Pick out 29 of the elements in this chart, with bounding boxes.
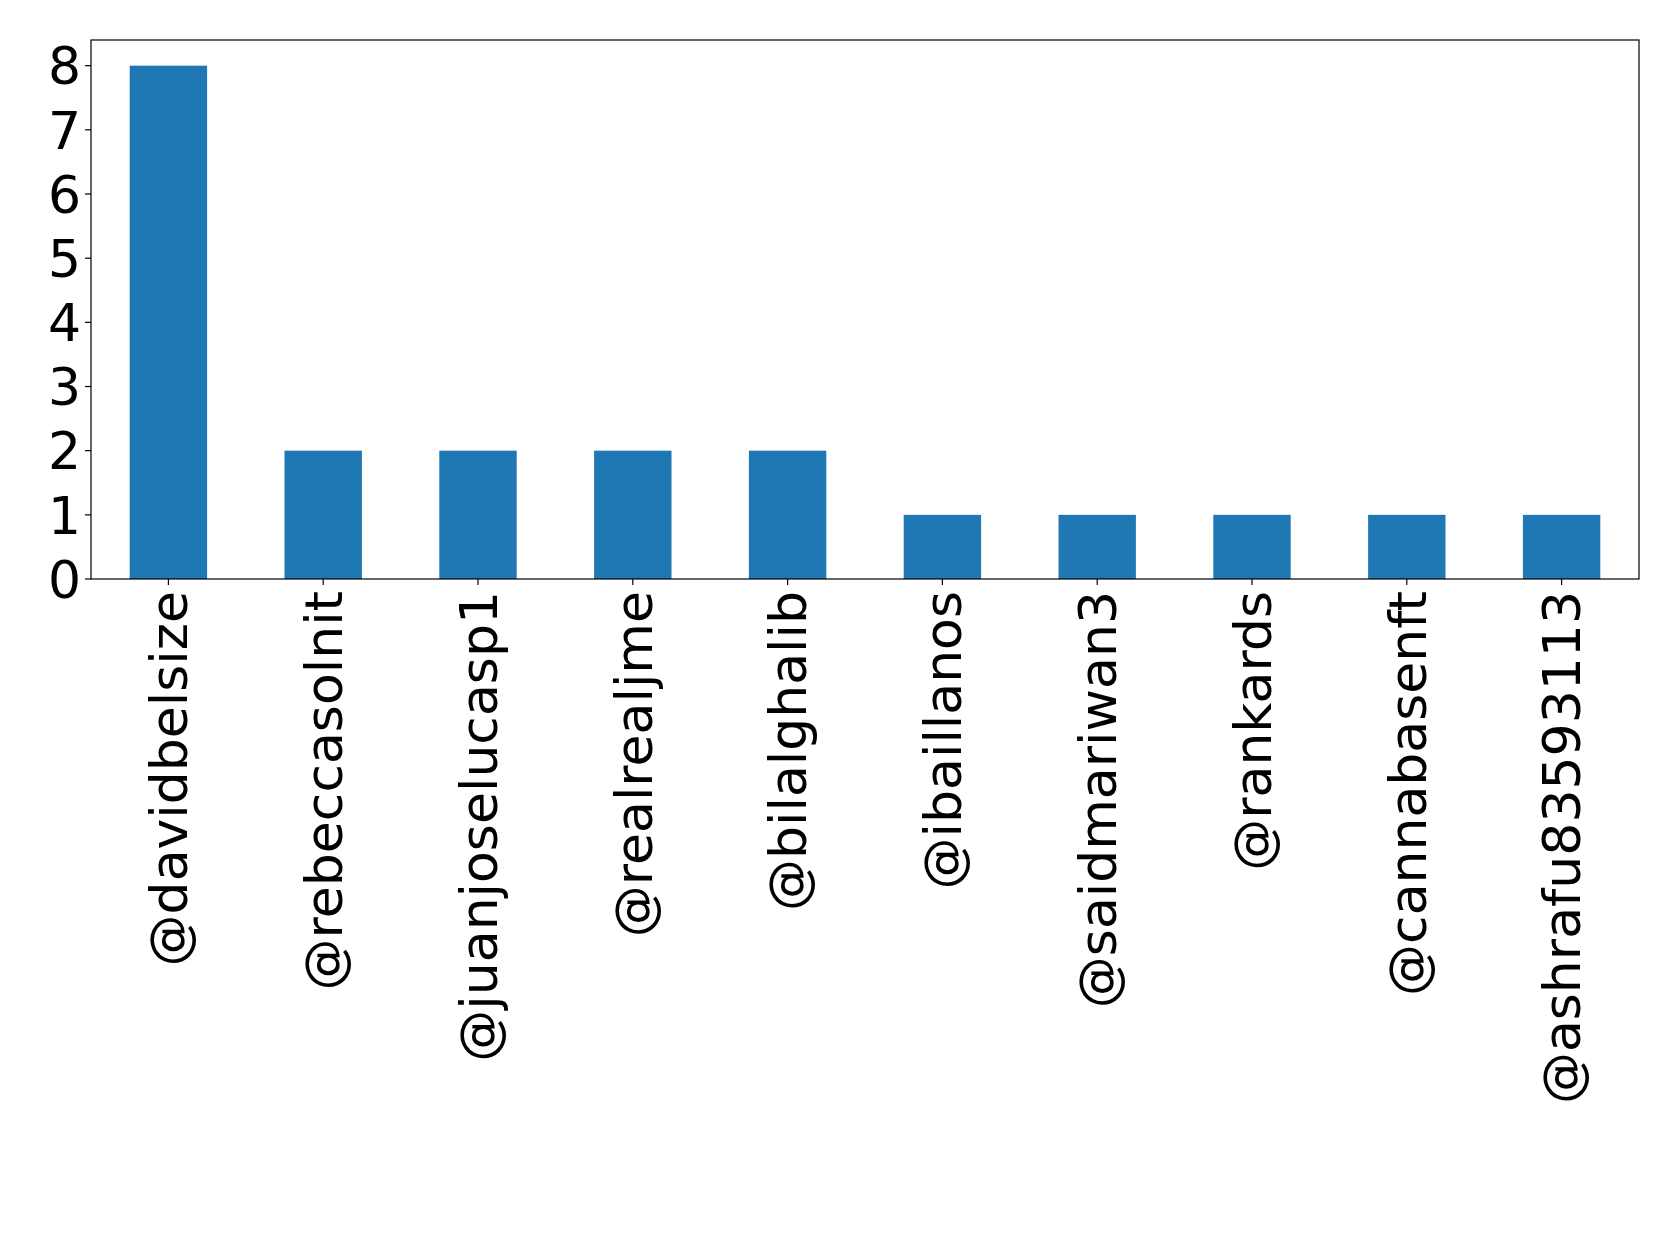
x-tick-label: @davidbelsize bbox=[139, 591, 200, 967]
y-tick-label: 0 bbox=[47, 549, 81, 610]
x-tick-label: @bilalghalib bbox=[758, 591, 819, 911]
bar bbox=[1213, 514, 1291, 579]
bar bbox=[129, 65, 208, 579]
x-tick-label: @rebeccasolnit bbox=[293, 591, 354, 991]
y-tick-label: 4 bbox=[47, 293, 81, 354]
x-tick-label: @saidmariwan3 bbox=[1067, 591, 1128, 1009]
y-tick-label: 2 bbox=[47, 421, 81, 482]
x-tick-label: @ashrafu83593113 bbox=[1532, 591, 1593, 1105]
y-tick-label: 3 bbox=[47, 357, 81, 418]
bar bbox=[1522, 514, 1601, 579]
x-tick-label: @realrealjme bbox=[603, 591, 664, 938]
y-tick-label: 7 bbox=[47, 100, 81, 161]
x-tick-label: @juanjoselucasp1 bbox=[448, 591, 509, 1062]
bar bbox=[903, 514, 982, 579]
y-tick-label: 5 bbox=[47, 228, 81, 289]
bar bbox=[284, 450, 362, 579]
bar bbox=[439, 450, 517, 579]
bar bbox=[748, 450, 827, 579]
x-tick-label: @ibaillanos bbox=[913, 591, 974, 890]
bar bbox=[594, 450, 672, 579]
bar bbox=[1058, 514, 1136, 579]
x-tick-label: @rankards bbox=[1222, 591, 1283, 871]
bar bbox=[1368, 514, 1446, 579]
y-tick-label: 1 bbox=[47, 485, 81, 546]
y-tick-label: 6 bbox=[47, 164, 81, 225]
y-tick-label: 8 bbox=[47, 36, 81, 97]
x-tick-label: @cannabasenft bbox=[1377, 591, 1438, 996]
